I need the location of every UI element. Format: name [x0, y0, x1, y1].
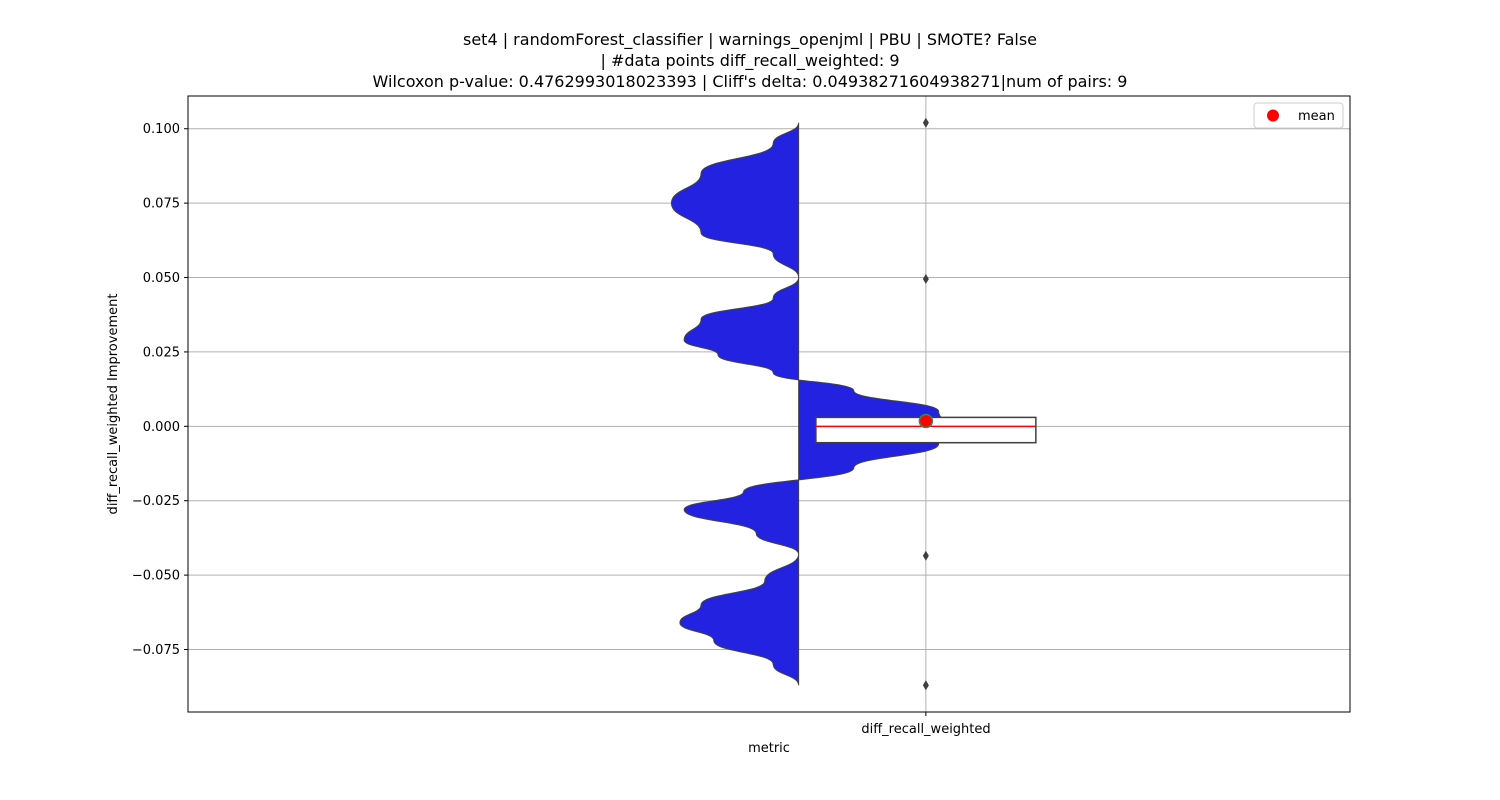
x-axis-label: metric	[748, 741, 790, 756]
y-tick-label: 0.000	[143, 420, 180, 435]
tick-layer: −0.075 −0.050 −0.025 0.000 0.025 0.050 0.075 0.…	[132, 122, 927, 716]
mean-point	[918, 413, 934, 429]
box-iqr	[815, 416, 1037, 444]
legend-mean-label: mean	[1298, 109, 1335, 124]
legend: mean	[1253, 102, 1344, 129]
violin-body	[670, 122, 948, 686]
legend-box	[1253, 102, 1344, 129]
chart-title-line-3: Wilcoxon p-value: 0.4762993018023393 | C…	[372, 72, 1128, 91]
y-tick-label: 0.025	[143, 345, 180, 360]
outlier-point	[922, 550, 929, 561]
y-tick-label: 0.075	[143, 197, 180, 212]
chart-title-line-2: | #data points diff_recall_weighted: 9	[600, 51, 900, 70]
y-tick-label: −0.050	[132, 569, 180, 584]
outlier-point	[922, 680, 929, 691]
y-tick-label: −0.025	[132, 494, 180, 509]
y-axis-label: diff_recall_weighted Improvement	[106, 294, 121, 515]
y-tick-label: 0.050	[143, 271, 180, 286]
axes-frame	[187, 95, 1351, 713]
y-tick-label: 0.100	[143, 122, 180, 137]
outlier-point	[922, 274, 929, 285]
outlier-point	[922, 117, 929, 128]
x-tick-label: diff_recall_weighted	[861, 722, 990, 737]
chart-title-line-1: set4 | randomForest_classifier | warning…	[462, 30, 1038, 49]
y-tick-label: −0.075	[132, 643, 180, 658]
violin-layer	[670, 122, 948, 686]
legend-mean-marker	[1267, 109, 1279, 122]
box-layer	[815, 117, 1037, 691]
